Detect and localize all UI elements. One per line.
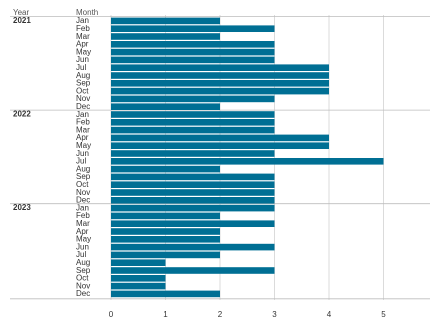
- month-label: Jul: [76, 157, 86, 166]
- bar-2023-nov: [111, 282, 166, 290]
- bar-2023-sep: [111, 267, 275, 274]
- bar-2023-jun: [111, 243, 275, 251]
- gridlines: [10, 15, 430, 300]
- x-tick-label: 2: [218, 310, 223, 319]
- month-label: Jun: [76, 242, 89, 251]
- bar-2021-sep: [111, 80, 329, 87]
- month-label: Nov: [76, 94, 90, 103]
- x-tick-label: 5: [381, 310, 386, 319]
- month-label: Jan: [76, 16, 89, 25]
- month-label: Mar: [76, 125, 90, 134]
- month-label: Sep: [76, 79, 91, 88]
- x-tick-label: 4: [327, 310, 332, 319]
- bar-2023-feb: [111, 212, 220, 220]
- bar-2023-dec: [111, 290, 220, 298]
- year-label: 2021: [13, 16, 31, 25]
- bar-2022-jan: [111, 111, 275, 118]
- bar-2022-nov: [111, 189, 275, 196]
- bar-2021-oct: [111, 87, 329, 95]
- month-label: May: [76, 47, 91, 56]
- bar-2023-oct: [111, 275, 166, 282]
- month-label: Jan: [76, 203, 89, 212]
- month-label: Nov: [76, 281, 90, 290]
- bar-2023-mar: [111, 220, 275, 227]
- bar-2021-mar: [111, 33, 220, 40]
- bar-2021-jul: [111, 64, 329, 71]
- bar-2022-dec: [111, 197, 275, 204]
- bar-2022-mar: [111, 126, 275, 134]
- bar-2021-jun: [111, 56, 275, 64]
- bar-2023-apr: [111, 228, 220, 235]
- x-tick-label: 3: [272, 310, 277, 319]
- month-label: Oct: [76, 86, 89, 95]
- bar-2022-jul: [111, 158, 384, 165]
- month-label: Dec: [76, 289, 90, 298]
- x-axis-ticks: 0123456: [109, 310, 387, 319]
- bar-2023-aug: [111, 259, 166, 266]
- month-label: Dec: [76, 196, 90, 205]
- month-label: Jul: [76, 63, 86, 72]
- x-tick-label: 0: [109, 310, 114, 319]
- month-label: Feb: [76, 24, 90, 33]
- month-label: Apr: [76, 40, 89, 49]
- bar-2021-feb: [111, 25, 275, 32]
- month-label: Mar: [76, 32, 90, 41]
- bar-2023-jan: [111, 204, 275, 212]
- bar-2022-aug: [111, 165, 220, 173]
- month-label: Jan: [76, 110, 89, 119]
- bar-2023-may: [111, 236, 220, 243]
- month-label: Sep: [76, 266, 91, 275]
- month-label: Oct: [76, 180, 89, 189]
- bar-2021-may: [111, 48, 275, 56]
- month-label: Aug: [76, 258, 90, 267]
- year-column-header: Year: [13, 8, 30, 17]
- month-label: Aug: [76, 164, 90, 173]
- month-label: Mar: [76, 219, 90, 228]
- x-tick-label: 1: [163, 310, 168, 319]
- month-label: Feb: [76, 118, 90, 127]
- month-label: Aug: [76, 71, 90, 80]
- bars: [111, 17, 384, 298]
- month-label: Feb: [76, 211, 90, 220]
- month-label: Apr: [76, 227, 89, 236]
- month-label: Jun: [76, 55, 89, 64]
- month-label: May: [76, 235, 91, 244]
- bar-2021-aug: [111, 72, 329, 79]
- bar-2023-jul: [111, 251, 220, 259]
- bar-2021-nov: [111, 95, 275, 103]
- month-label: Nov: [76, 188, 90, 197]
- month-label: Sep: [76, 172, 91, 181]
- bar-2021-apr: [111, 41, 275, 48]
- bar-2022-jun: [111, 150, 275, 157]
- year-label: 2023: [13, 203, 31, 212]
- month-column-header: Month: [76, 8, 98, 17]
- bar-2022-feb: [111, 119, 275, 126]
- bar-2021-dec: [111, 103, 220, 110]
- bar-2022-apr: [111, 134, 329, 142]
- month-label: Jul: [76, 250, 86, 259]
- month-label: Jun: [76, 149, 89, 158]
- month-label: May: [76, 141, 91, 150]
- month-label: Dec: [76, 102, 90, 111]
- month-label: Oct: [76, 274, 89, 283]
- bar-2022-sep: [111, 173, 275, 181]
- bar-2022-may: [111, 142, 329, 149]
- bar-2022-oct: [111, 181, 275, 188]
- year-label: 2022: [13, 110, 31, 119]
- category-labels: 2021 JanFebMarAprMayJunJulAugSepOctNovDec…: [13, 16, 91, 298]
- month-label: Apr: [76, 133, 89, 142]
- bar-2021-jan: [111, 17, 220, 25]
